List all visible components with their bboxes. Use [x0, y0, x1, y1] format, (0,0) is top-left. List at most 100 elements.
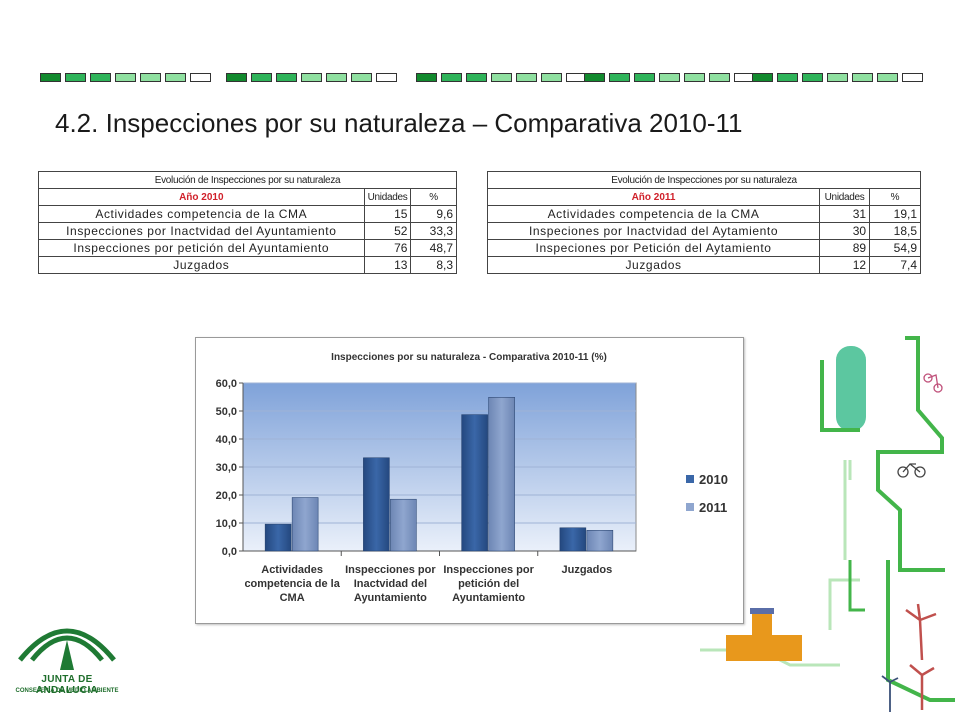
chart-frame: Inspecciones por su naturaleza - Compara…: [195, 337, 744, 624]
decorative-square: [251, 73, 272, 82]
bar-2010-3: [559, 527, 587, 552]
bar-2010-2: [461, 414, 488, 552]
decorative-square: [877, 73, 898, 82]
row-label: Actividades competencia de la CMA: [486, 205, 821, 223]
decorative-square: [827, 73, 848, 82]
decorative-bar-strip: [40, 73, 923, 85]
y-tick-label: 10,0: [216, 518, 237, 530]
table-body: Actividades competencia de la CMA 31 19,…: [486, 205, 921, 274]
decorative-square: [165, 73, 186, 82]
bar-2010-0: [264, 523, 292, 552]
row-percent: 48,7: [410, 239, 457, 257]
bar-2011-2: [488, 397, 515, 552]
decorative-square: [902, 73, 923, 82]
wind-turbine-icon: [905, 603, 937, 710]
chart-title: Inspecciones por su naturaleza - Compara…: [331, 352, 607, 363]
bicycle-icon: [897, 463, 926, 478]
row-percent: 7,4: [869, 256, 921, 274]
decorative-square: [684, 73, 705, 82]
decorative-square: [777, 73, 798, 82]
row-units: 76: [363, 239, 412, 257]
table-caption: Evolución de Inspecciones por su natural…: [487, 171, 921, 189]
x-tick-label: Juzgados: [561, 564, 613, 576]
wind-turbine-icon: [881, 675, 899, 712]
green-path-4: [848, 560, 865, 612]
y-tick-label: 20,0: [216, 490, 237, 502]
table-row: Inspeciones por Petición del Aytamiento …: [486, 239, 921, 257]
y-tick-label: 0,0: [222, 546, 237, 558]
decorative-square: [541, 73, 562, 82]
row-units: 31: [819, 205, 871, 223]
legend-label: 2010: [699, 472, 728, 487]
percent-header: %: [410, 188, 457, 206]
units-header: Unidades: [819, 188, 871, 206]
decorative-square: [326, 73, 347, 82]
row-label: Juzgados: [486, 256, 821, 274]
row-units: 89: [819, 239, 871, 257]
decorative-square: [376, 73, 397, 82]
units-header: Unidades: [363, 188, 412, 206]
logo-subtitle: CONSEJERÍA DE MEDIO AMBIENTE: [15, 688, 119, 694]
decorative-square: [609, 73, 630, 82]
table-2010: Evolución de Inspecciones por su natural…: [38, 171, 457, 274]
table-body: Actividades competencia de la CMA 15 9,6…: [38, 205, 457, 274]
decorative-square: [351, 73, 372, 82]
light-path-1: [828, 578, 860, 630]
row-units: 30: [819, 222, 871, 240]
table-row: Juzgados 13 8,3: [38, 256, 457, 274]
table-row: Inspeciones por Inactvidad del Aytamient…: [486, 222, 921, 240]
decorative-square: [752, 73, 773, 82]
decorative-square: [276, 73, 297, 82]
decorative-square: [65, 73, 86, 82]
row-percent: 8,3: [410, 256, 457, 274]
row-units: 52: [363, 222, 412, 240]
row-percent: 9,6: [410, 205, 457, 223]
decorative-square: [416, 73, 437, 82]
row-label: Inspecciones por Inactvidad del Ayuntami…: [38, 222, 365, 240]
page-title: 4.2. Inspecciones por su naturaleza – Co…: [55, 108, 743, 138]
bar-2011-3: [586, 530, 614, 552]
leaf-shape: [836, 346, 866, 431]
row-label: Juzgados: [38, 256, 365, 274]
decorative-square: [802, 73, 823, 82]
bar-2011-1: [390, 498, 417, 552]
legend-swatch: [686, 475, 694, 483]
decorative-square: [190, 73, 211, 82]
decorative-square: [301, 73, 322, 82]
row-label: Actividades competencia de la CMA: [38, 205, 365, 223]
legend-label: 2011: [699, 500, 727, 515]
decorative-square: [140, 73, 161, 82]
y-tick-label: 50,0: [216, 406, 237, 418]
decorative-square: [90, 73, 111, 82]
row-percent: 19,1: [869, 205, 921, 223]
table-2011: Evolución de Inspecciones por su natural…: [486, 171, 921, 274]
row-units: 15: [363, 205, 412, 223]
bar-2010-1: [363, 457, 390, 552]
row-percent: 33,3: [410, 222, 457, 240]
logo-name: JUNTA DE ANDALUCIA: [35, 674, 99, 696]
y-tick-label: 60,0: [216, 378, 237, 390]
decorative-square: [441, 73, 462, 82]
table-row: Actividades competencia de la CMA 15 9,6: [38, 205, 457, 223]
decorative-square: [709, 73, 730, 82]
factory-icon: [726, 608, 802, 661]
table-row: Inspecciones por Inactvidad del Ayuntami…: [38, 222, 457, 240]
row-percent: 18,5: [869, 222, 921, 240]
light-path-2: [843, 460, 852, 560]
table-row: Inspecciones por petición del Ayuntamien…: [38, 239, 457, 257]
junta-andalucia-logo: JUNTA DE ANDALUCIA CONSEJERÍA DE MEDIO A…: [12, 612, 122, 704]
bar-chart: Inspecciones por su naturaleza - Compara…: [216, 352, 728, 558]
legend-swatch: [686, 503, 694, 511]
green-path-1: [876, 336, 945, 572]
green-path-3: [886, 560, 955, 702]
decorative-square: [115, 73, 136, 82]
y-tick-label: 40,0: [216, 434, 237, 446]
decorative-square: [491, 73, 512, 82]
table-row: Actividades competencia de la CMA 31 19,…: [486, 205, 921, 223]
decorative-square: [634, 73, 655, 82]
y-tick-label: 30,0: [216, 462, 237, 474]
table-caption: Evolución de Inspecciones por su natural…: [38, 171, 457, 189]
row-label: Inspeciones por Inactvidad del Aytamient…: [486, 222, 821, 240]
green-path-2: [820, 360, 860, 432]
row-label: Inspeciones por Petición del Aytamiento: [486, 239, 821, 257]
